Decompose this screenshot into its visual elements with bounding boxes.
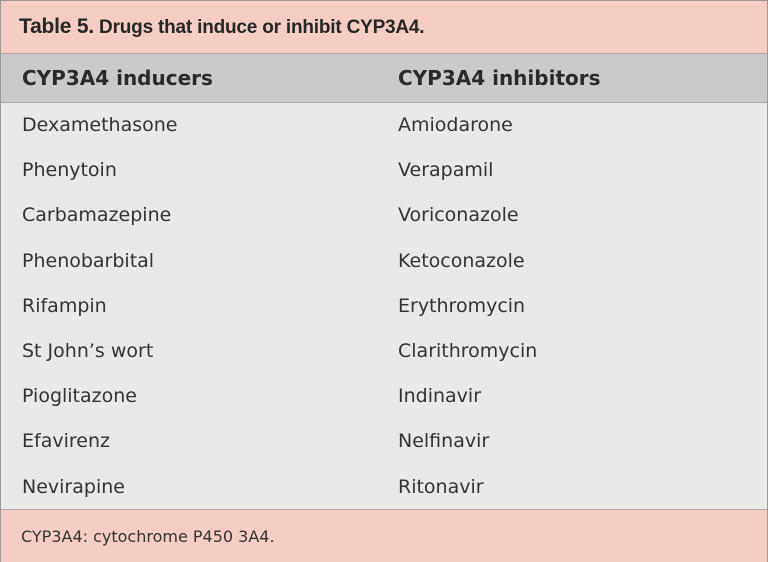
table-cell: Pioglitazone (22, 385, 137, 408)
table-cell: Erythromycin (398, 294, 526, 317)
table-cell: Voriconazole (398, 204, 519, 227)
table-cell: Rifampin (22, 294, 107, 317)
table-title: Table 5. Drugs that induce or inhibit CYP… (19, 15, 425, 39)
table-cell: Amiodarone (398, 114, 513, 136)
column-header: CYP3A4 inhibitors (398, 66, 601, 90)
table-cell: Ketoconazole (398, 249, 525, 272)
table-cell: Nevirapine (22, 475, 125, 498)
table-cell: Phenobarbital (22, 249, 155, 272)
header-row: CYP3A4 inducers CYP3A4 inhibitors (1, 54, 767, 103)
table-cell: Indinavir (398, 385, 482, 408)
title-text: Drugs that induce or inhibit CYP3A4. (99, 17, 425, 38)
table-cell: Carbamazepine (22, 204, 172, 227)
table-cell: Clarithromycin (398, 340, 538, 362)
table-cell: Dexamethasone (22, 114, 178, 136)
footnote: CYP3A4: cytochrome P450 3A4. (21, 527, 275, 546)
table-cell: Phenytoin (22, 159, 117, 182)
table-cell: Verapamil (398, 159, 494, 182)
footer-bar: CYP3A4: cytochrome P450 3A4. (1, 509, 767, 562)
table-cell: Ritonavir (398, 475, 484, 498)
table-cell: St John’s wort (22, 340, 154, 362)
title-bar: Table 5. Drugs that induce or inhibit CYP… (1, 1, 767, 54)
table-cell: Nelfinavir (398, 430, 490, 453)
table-cell: Efavirenz (22, 430, 110, 453)
column-header: CYP3A4 inducers (22, 66, 213, 90)
table-label: Table 5. (19, 15, 95, 38)
